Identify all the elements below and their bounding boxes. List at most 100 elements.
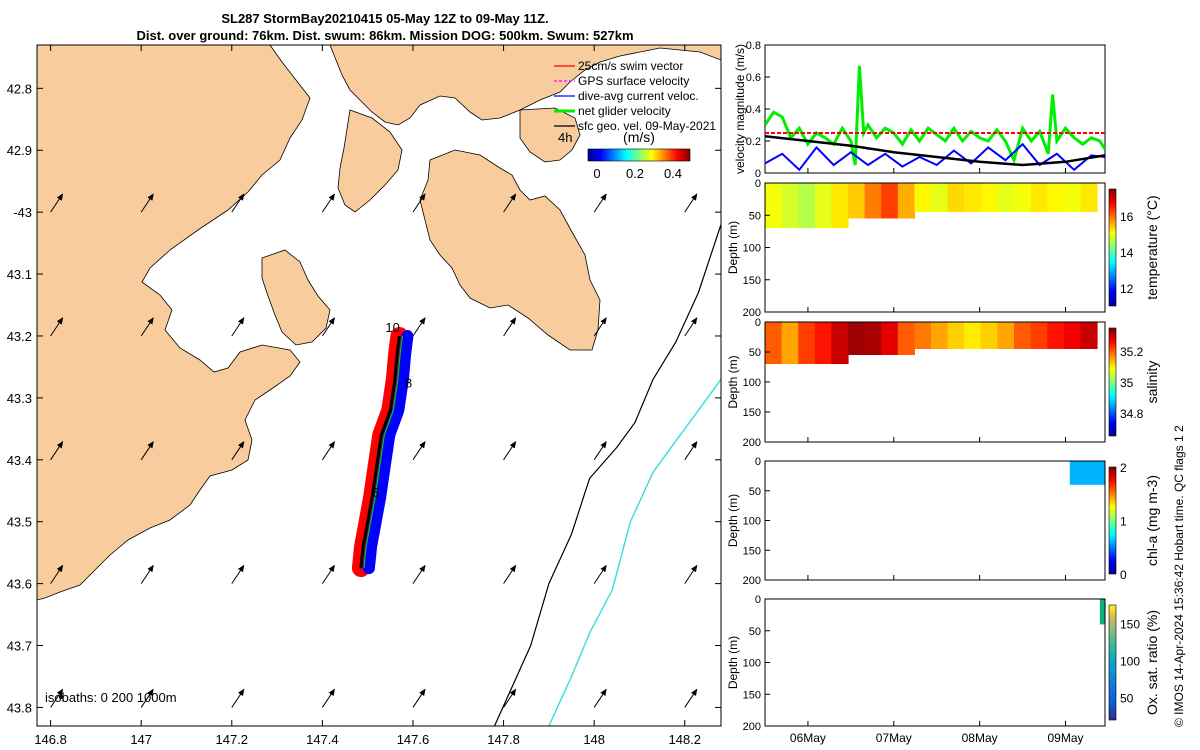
geo-velocity-arrow (231, 440, 245, 461)
chl-a-ytick-label: 100 (743, 516, 761, 528)
salinity-cell (931, 322, 949, 349)
geo-velocity-arrow (412, 317, 426, 337)
temperature-ylabel: Depth (m) (726, 221, 740, 274)
salinity-cell (1030, 322, 1048, 349)
legend-label: sfc geo. vel. 09-May-2021 (578, 119, 716, 133)
chl-a-ytick-label: 50 (749, 486, 761, 498)
chl-a-ytick-label: 150 (743, 545, 761, 557)
time-tick-label: 09May (1047, 731, 1083, 745)
geo-velocity-arrow (231, 564, 245, 584)
geo-velocity-arrow (412, 564, 426, 584)
geo-velocity-arrow (412, 440, 426, 461)
temperature-cell (997, 183, 1015, 213)
time-tick-label: 08May (962, 731, 998, 745)
geo-velocity-arrow (321, 193, 335, 213)
geo-velocity-arrow (503, 440, 517, 461)
geo-velocity-arrow (684, 193, 698, 213)
oxygen-ytick-label: 100 (743, 658, 761, 670)
oxygen-background (765, 599, 1105, 726)
velocity-ytick-label: 0.4 (746, 104, 761, 116)
geo-velocity-arrow (593, 564, 607, 584)
salinity-ytick-label: 0 (755, 317, 761, 329)
chl-a-ytick-label: 200 (743, 575, 761, 587)
geo-velocity-arrow (684, 688, 698, 708)
velocity-ytick-label: 0.2 (746, 136, 761, 148)
land-peninsula-top (337, 109, 403, 213)
temperature-cell (765, 183, 783, 229)
land-east-peninsula (419, 149, 601, 351)
geo-velocity-arrow (50, 440, 64, 461)
salinity-ytick-label: 100 (743, 377, 761, 389)
geo-velocity-arrow (593, 193, 607, 213)
temperature-cell (881, 183, 899, 219)
map-ytick-label: 43.1 (7, 267, 32, 282)
salinity-colorbar-tick: 35 (1120, 376, 1134, 390)
geo-velocity-arrow (321, 688, 335, 708)
temperature-ytick-label: 150 (743, 275, 761, 287)
map-ytick-label: 43.3 (7, 391, 32, 406)
chl-a-colorbar-tick: 1 (1120, 515, 1127, 529)
geo-velocity-arrow (140, 688, 154, 708)
map-ytick-label: 43.5 (7, 515, 32, 530)
geo-velocity-arrow (412, 193, 426, 213)
temperature-cell (831, 183, 849, 229)
oxygen-ylabel: Depth (m) (726, 636, 740, 689)
title-line-1: SL287 StormBay20210415 05-May 12Z to 09-… (221, 11, 549, 26)
temperature-ytick-label: 100 (743, 243, 761, 255)
temperature-cell (798, 183, 816, 229)
salinity-cell (881, 322, 899, 355)
legend-label: net glider velocity (578, 104, 671, 118)
velocity-panel: 0 0.2 0.4 0.6 0.8 velocity magnitude (m/s) (733, 40, 1106, 180)
map-ytick-label: 43.2 (7, 329, 32, 344)
map-xtick-label: 147.2 (216, 732, 249, 747)
geo-velocity-arrow (503, 317, 517, 337)
salinity-cell (1047, 322, 1065, 349)
salinity-cell (964, 322, 982, 349)
map-colorbar-tick-0: 0 (593, 166, 600, 181)
geo-velocity-arrow (50, 688, 64, 708)
chl-a-colorbar (1108, 466, 1117, 575)
current-vector-swath (362, 330, 414, 575)
velocity-ylabel: velocity magnitude (m/s) (733, 44, 747, 174)
oxygen-ytick-label: 50 (749, 626, 761, 638)
oxygen-colorbar-tick: 150 (1120, 618, 1140, 632)
isobath-1000m (548, 378, 722, 727)
chl-a-panel: 0 50 100 150 200 Depth (m) 0 1 2 chl-a (mg m-3) (726, 456, 1160, 587)
geo-velocity-arrow (231, 193, 245, 213)
map-ytick-label: 43.8 (7, 700, 32, 715)
geo-velocity-arrow (140, 193, 154, 213)
land-north (329, 45, 721, 126)
geo-velocity-arrow (50, 317, 64, 337)
map-ytick-label: 43.7 (7, 639, 32, 654)
velocity-series-line (765, 142, 1105, 172)
land-island (261, 249, 331, 346)
salinity-ytick-label: 200 (743, 437, 761, 449)
salinity-cell (1080, 322, 1098, 349)
oxygen-ytick-label: 150 (743, 689, 761, 701)
velocity-series-line (765, 134, 1105, 167)
time-tick-label: 06May (790, 731, 826, 745)
salinity-cell (864, 322, 882, 355)
map-ytick-label: 43.4 (7, 453, 32, 468)
salinity-ylabel: Depth (m) (726, 355, 740, 408)
temperature-colorbar-tick: 12 (1120, 282, 1134, 296)
isobath-marker (59, 695, 63, 699)
geo-velocity-arrow (140, 317, 154, 337)
oxygen-patch (1099, 599, 1105, 625)
temperature-cell (814, 183, 832, 229)
track-label-8: 8 (405, 375, 412, 390)
chl-a-ytick-label: 0 (755, 456, 761, 468)
velocity-axes: 0 0.2 0.4 0.6 0.8 (746, 40, 1067, 180)
geo-velocity-arrow (503, 564, 517, 584)
geo-velocity-arrow (593, 317, 607, 337)
temperature-colorbar-tick: 16 (1120, 210, 1134, 224)
chl-a-colorbar-tick: 2 (1120, 461, 1127, 475)
map-frame (36, 44, 722, 727)
map-colorbar-bar (587, 148, 691, 162)
map-ytick-label: 42.8 (7, 81, 32, 96)
salinity-cell (897, 322, 915, 355)
oxygen-colorbar-label: Ox. sat. ratio (%) (1144, 610, 1160, 715)
map-xtick-label: 146.8 (34, 732, 67, 747)
geo-velocity-arrow (593, 688, 607, 708)
